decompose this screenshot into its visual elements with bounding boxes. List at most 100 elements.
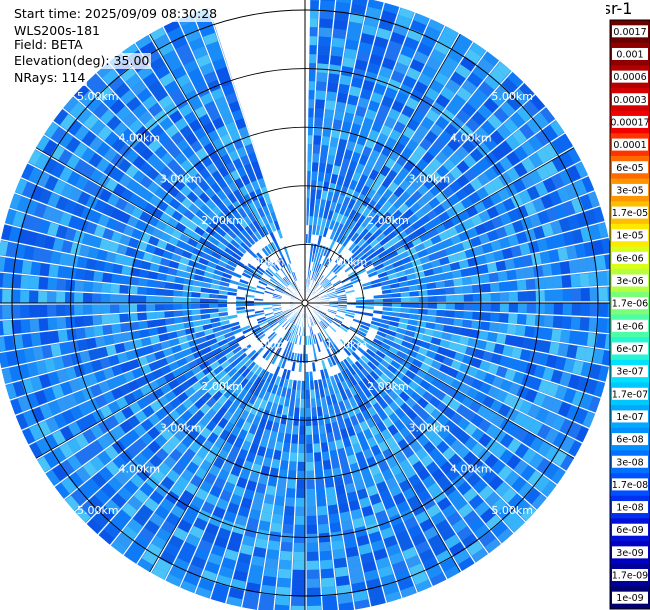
- ray-cell: [315, 99, 325, 109]
- ray-cell: [427, 228, 439, 239]
- ray-cell: [340, 275, 349, 282]
- ray-cell: [270, 241, 278, 251]
- ray-cell: [322, 280, 331, 288]
- ray-cell: [286, 332, 292, 342]
- ray-cell: [244, 591, 259, 603]
- ray-cell: [105, 499, 121, 515]
- ray-cell: [59, 114, 76, 131]
- ray-cell: [372, 259, 383, 268]
- ray-cell: [455, 188, 468, 201]
- ray-cell: [47, 317, 58, 330]
- ray-cell: [468, 494, 484, 510]
- ray-cell: [116, 532, 133, 549]
- ray-cell: [397, 113, 411, 126]
- ray-cell: [271, 276, 280, 284]
- ray-cell: [254, 295, 264, 299]
- ray-separator: [304, 302, 537, 511]
- ray-cell: [526, 290, 536, 302]
- ray-cell: [457, 417, 470, 431]
- ray-cell: [205, 333, 216, 341]
- ray-cell: [219, 343, 230, 351]
- ray-cell: [262, 428, 271, 440]
- ray-cell: [414, 243, 426, 253]
- ray-cell: [121, 332, 132, 342]
- ray-cell: [422, 262, 433, 271]
- ray-cell: [349, 85, 361, 97]
- ray-cell: [408, 364, 420, 375]
- ray-cell: [79, 244, 91, 257]
- ray-cell: [471, 320, 481, 330]
- ray-cell: [437, 427, 450, 440]
- ray-cell: [223, 481, 236, 494]
- ray-separator: [304, 302, 372, 607]
- ray-cell: [431, 468, 445, 482]
- ray-cell: [277, 478, 287, 488]
- ray-cell: [378, 518, 391, 531]
- ray-cell: [326, 258, 333, 268]
- ray-cell: [403, 386, 415, 397]
- ray-cell: [140, 432, 154, 446]
- ray-cell: [264, 245, 272, 255]
- ray-cell: [89, 168, 103, 183]
- ray-cell: [232, 328, 242, 335]
- ray-cell: [543, 315, 554, 328]
- ray-cell: [356, 370, 366, 381]
- ray-cell: [289, 397, 295, 408]
- ray-cell: [317, 235, 323, 245]
- ray-separator: [304, 302, 615, 335]
- ray-cell: [229, 129, 241, 142]
- ray-cell: [238, 218, 248, 229]
- ray-cell: [314, 388, 320, 399]
- ray-cell: [276, 385, 283, 396]
- ray-cell: [112, 425, 126, 439]
- ray-cell: [349, 340, 359, 349]
- polar-grid: [0, 0, 610, 610]
- ray-cell: [533, 265, 544, 278]
- ray-cell: [75, 268, 86, 280]
- ray-separator: [304, 25, 446, 304]
- ray-cell: [380, 255, 391, 263]
- ray-cell: [318, 275, 325, 284]
- ray-cell: [319, 541, 331, 552]
- ray-cell: [336, 233, 344, 243]
- ray-cell: [554, 356, 567, 371]
- ray-cell: [332, 319, 342, 326]
- ray-cell: [305, 389, 310, 399]
- ray-cell: [250, 364, 260, 374]
- ray-cell: [411, 220, 423, 231]
- ray-cell: [211, 170, 223, 182]
- ray-cell: [236, 289, 247, 294]
- ray-cell: [230, 342, 240, 351]
- ray-cell: [79, 350, 91, 363]
- colorbar-tick-label: 0.0006: [613, 72, 646, 83]
- ray-cell: [552, 450, 568, 467]
- ray-cell: [169, 448, 183, 462]
- ray-cell: [186, 333, 197, 341]
- ray-cell: [443, 325, 454, 334]
- ray-cell: [476, 339, 487, 350]
- ray-cell: [279, 318, 288, 326]
- ray-cell: [103, 262, 114, 273]
- ray-cell: [211, 278, 221, 285]
- ray-cell: [380, 574, 396, 587]
- ray-cell: [300, 398, 305, 408]
- ray-cell: [126, 444, 140, 458]
- ray-cell: [186, 166, 199, 179]
- ray-cell: [350, 232, 360, 242]
- ray-cell: [181, 435, 194, 448]
- ray-cell: [419, 255, 431, 265]
- ray-cell: [392, 260, 403, 268]
- ray-cell: [425, 275, 436, 283]
- ray-cell: [148, 235, 160, 246]
- ray-cell: [213, 583, 229, 596]
- ray-cell: [456, 160, 470, 174]
- ray-cell: [436, 309, 446, 317]
- ray-cell: [453, 131, 468, 145]
- ray-cell: [135, 376, 148, 388]
- ray-cell: [85, 73, 101, 89]
- ray-cell: [241, 174, 251, 186]
- ray-cell: [460, 327, 471, 337]
- ray-cell: [234, 221, 244, 232]
- ray-cell: [390, 342, 401, 350]
- ray-cell: [264, 327, 273, 336]
